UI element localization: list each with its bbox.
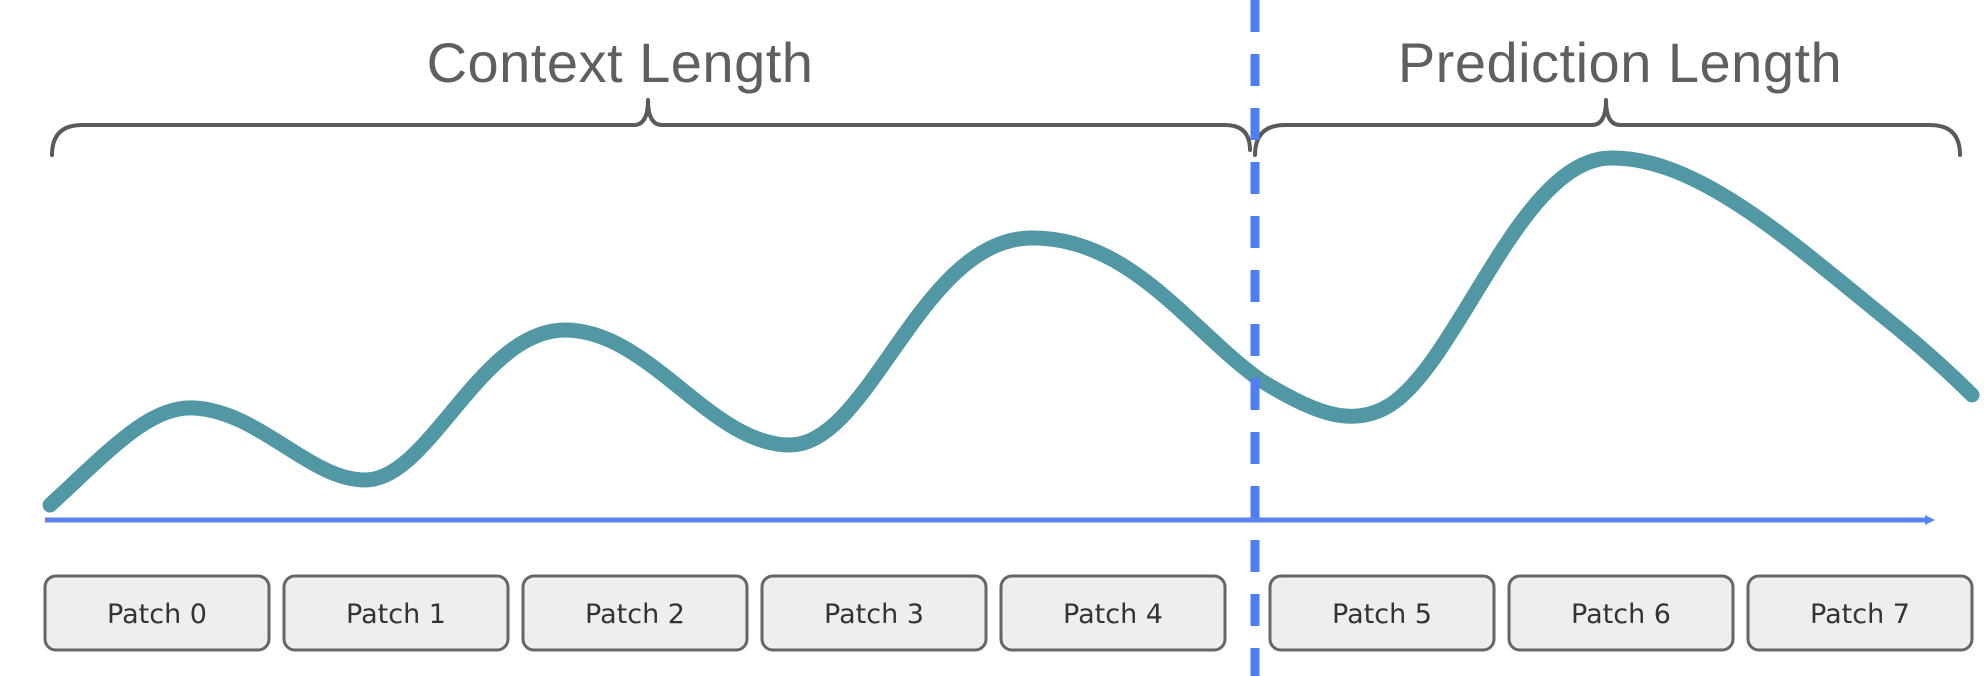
patch-box-rect (521, 574, 749, 652)
patch-label: Patch 4 (1063, 599, 1163, 630)
patch-row: Patch 0 Patch 1 Patch 2 Patch 3 Patch 4 Patch… (43, 574, 1974, 652)
time-series-line (42, 150, 1980, 513)
patch-box-rect (43, 574, 271, 652)
patch-box-rect (1268, 574, 1496, 652)
patch-label: Patch 3 (824, 599, 924, 630)
prediction-length-label: Prediction Length (1398, 31, 1842, 94)
patch-label: Patch 5 (1332, 599, 1432, 630)
patch-box-2: Patch 2 (521, 574, 749, 652)
patch-label: Patch 7 (1810, 599, 1910, 630)
patch-label: Patch 0 (107, 599, 207, 630)
patch-label: Patch 6 (1571, 599, 1671, 630)
patch-box-1: Patch 1 (282, 574, 510, 652)
prediction-length-brace (1253, 98, 1962, 157)
context-length-brace (50, 98, 1252, 157)
patch-box-rect (1746, 574, 1974, 652)
patch-box-3: Patch 3 (760, 574, 988, 652)
context-length-label: Context Length (427, 31, 814, 94)
patch-box-0: Patch 0 (43, 574, 271, 652)
patch-box-rect (1507, 574, 1735, 652)
patch-box-rect (760, 574, 988, 652)
patch-box-6: Patch 6 (1507, 574, 1735, 652)
patch-label: Patch 2 (585, 599, 685, 630)
patch-box-5: Patch 5 (1268, 574, 1496, 652)
patch-box-4: Patch 4 (999, 574, 1227, 652)
patch-box-7: Patch 7 (1746, 574, 1974, 652)
patch-box-rect (999, 574, 1227, 652)
patch-label: Patch 1 (346, 599, 446, 630)
patch-box-rect (282, 574, 510, 652)
